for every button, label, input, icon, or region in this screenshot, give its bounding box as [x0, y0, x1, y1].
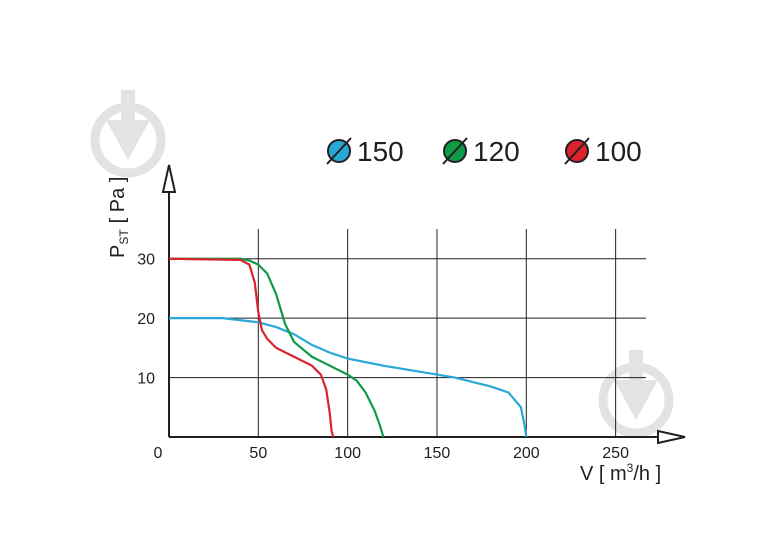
x-tick-label: 100	[334, 445, 361, 462]
legend-label: 100	[595, 136, 642, 167]
line-series	[169, 257, 385, 438]
legend: 150 120 100	[326, 136, 642, 167]
x-tick-label: 150	[424, 445, 451, 462]
x-tick-label: 0	[154, 445, 163, 462]
legend-slash	[442, 137, 468, 165]
x-tick-label: 250	[602, 445, 629, 462]
y-tick-label: 10	[137, 371, 155, 388]
y-axis-label: PST[ Pa ]	[107, 177, 131, 258]
legend-label: 120	[473, 136, 520, 167]
x-tick-label: 200	[513, 445, 540, 462]
watermark-arrows	[106, 90, 658, 420]
legend-slash	[326, 137, 352, 165]
line-series	[168, 257, 335, 438]
y-tick-label: 20	[137, 311, 155, 328]
y-tick-label: 30	[137, 252, 155, 269]
x-tick-label: 50	[249, 445, 267, 462]
line-series	[169, 317, 528, 438]
legend-label: 150	[357, 136, 404, 167]
axes	[161, 164, 686, 445]
legend-slash	[564, 137, 590, 165]
x-axis-label: V [ m3/h ]	[580, 461, 661, 485]
